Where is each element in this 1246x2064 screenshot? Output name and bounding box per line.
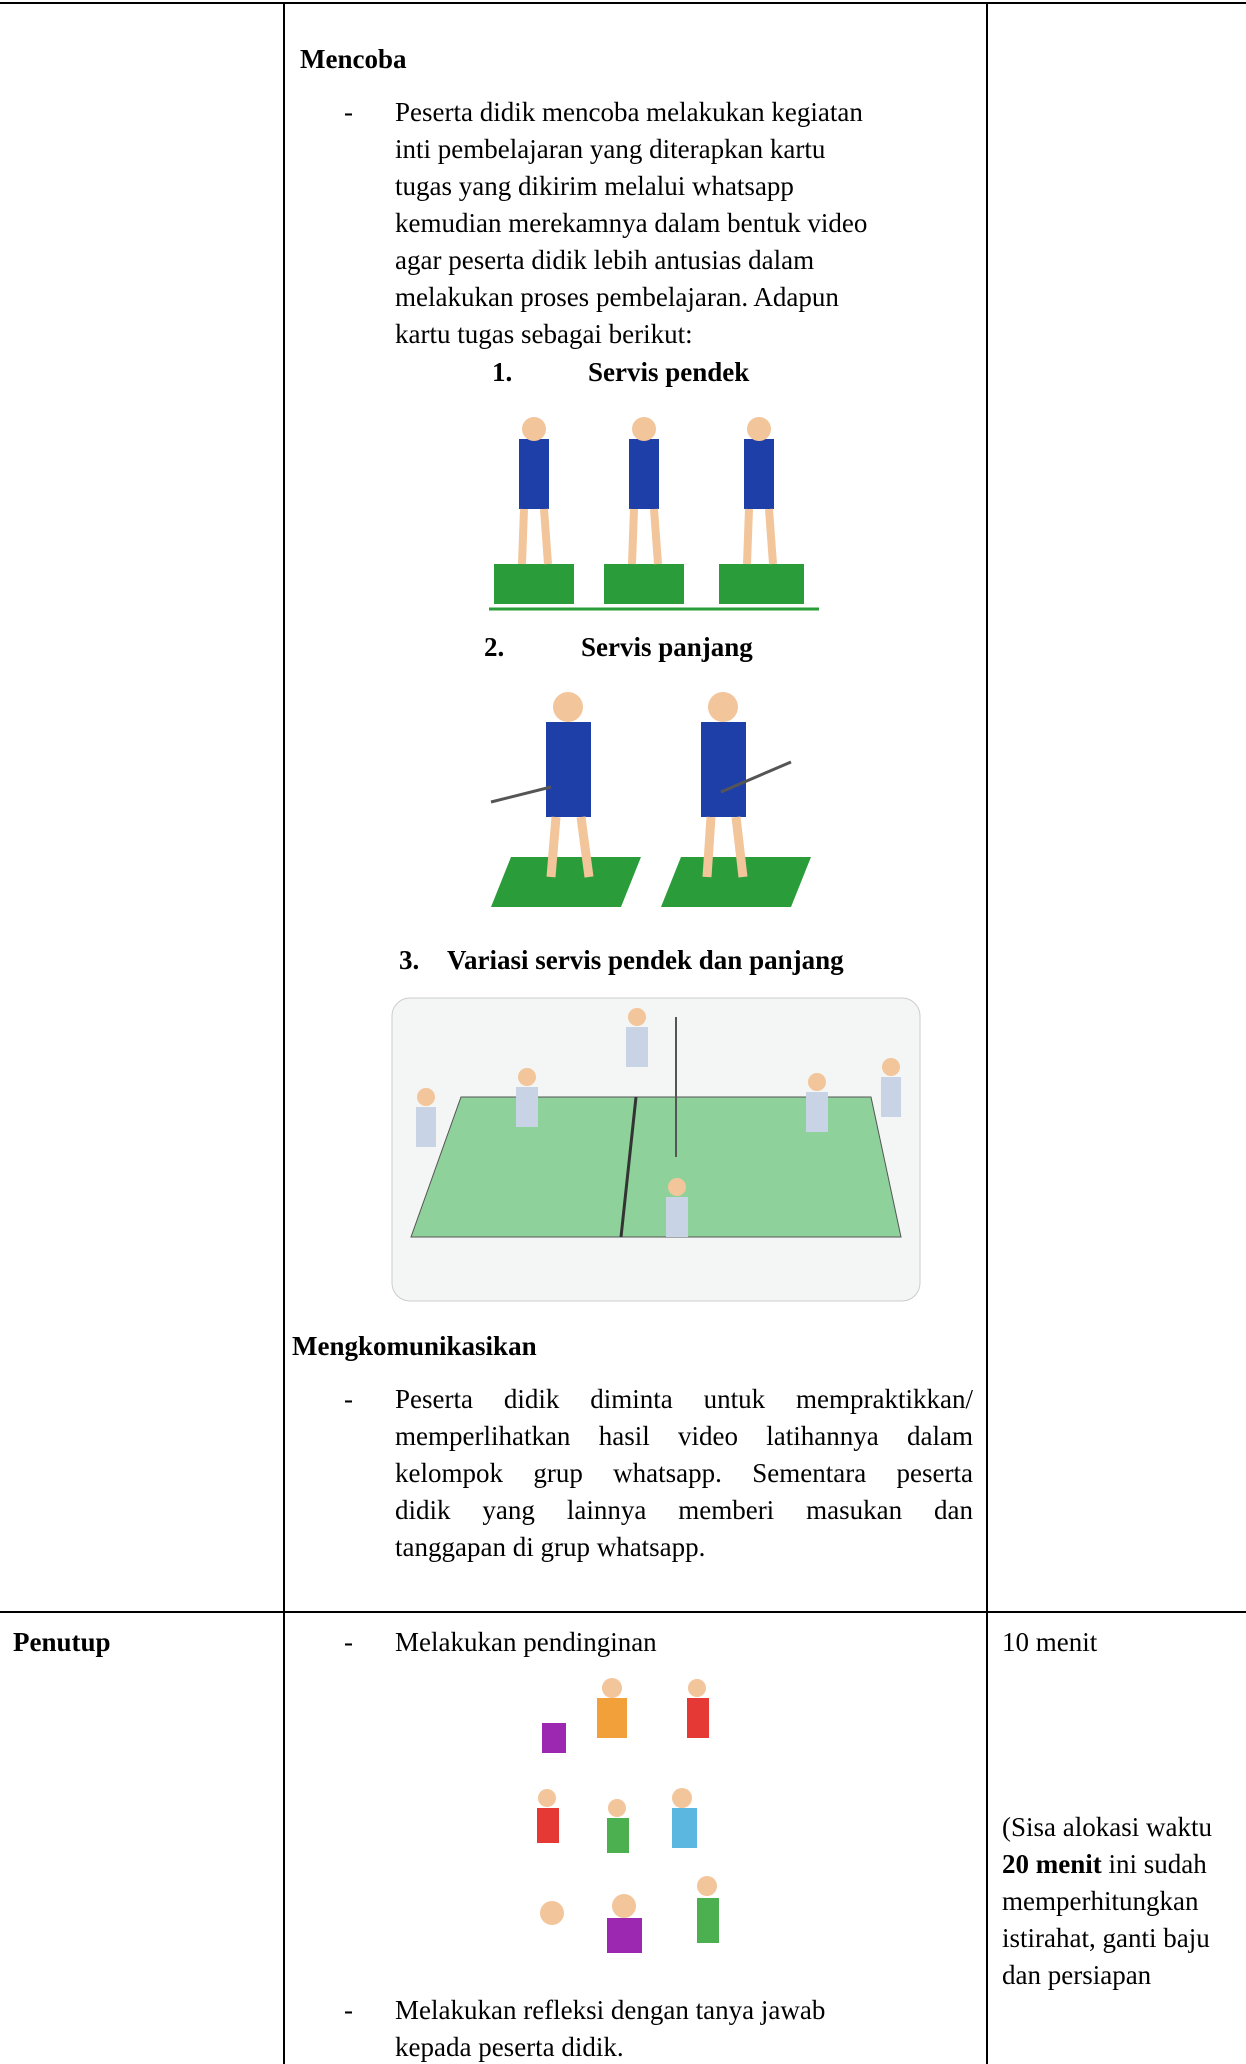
text-line: Melakukan refleksi dengan tanya jawab [395, 1995, 826, 2025]
paragraph: Melakukan pendinginan [395, 1624, 657, 1661]
paragraph: Peserta didik mencoba melakukan kegiatan… [395, 94, 867, 353]
column-border [283, 3, 285, 2064]
paragraph: Melakukan refleksi dengan tanya jawab kep… [395, 1992, 825, 2064]
heading: Mengkomunikasikan [292, 1331, 537, 1361]
column-border [986, 3, 988, 2064]
table-border [0, 2, 1246, 4]
note: (Sisa alokasi waktu 20 menit ini sudah m… [1002, 1809, 1242, 1994]
illustration [391, 997, 921, 1302]
text-line: tugas yang dikirim melalui whatsapp [395, 171, 794, 201]
text-line: Peserta didik mencoba melakukan kegiatan [395, 97, 863, 127]
bullet: - [344, 1995, 353, 2025]
text-line: kelompok grup whatsapp. Sementara pesert… [395, 1458, 973, 1488]
illustration [537, 1678, 719, 1953]
text-line: agar peserta didik lebih antusias dalam [395, 245, 815, 275]
bullet: - [344, 97, 353, 127]
row-border [0, 1611, 1246, 1613]
text-line: tanggapan di grup whatsapp. [395, 1532, 706, 1562]
text-line: kartu tugas sebagai berikut: [395, 319, 693, 349]
text-line: melakukan proses pembelajaran. Adapun [395, 282, 839, 312]
text-line: inti pembelajaran yang diterapkan kartu [395, 134, 826, 164]
text-line: didik yang lainnya memberi masukan dan [395, 1495, 973, 1525]
task-number: 2. [484, 632, 505, 662]
illustration [489, 417, 819, 611]
heading: Mencoba [300, 44, 407, 74]
task-number: 1. [492, 357, 513, 387]
illustration [490, 692, 811, 907]
bullet: - [344, 1627, 353, 1657]
text-line: Melakukan pendinginan [395, 1627, 657, 1657]
task-title: Servis panjang [581, 632, 753, 662]
note-duration: 20 menit [1002, 1849, 1102, 1879]
text-line: Peserta didik diminta untuk mempraktikka… [395, 1384, 973, 1414]
bullet: - [344, 1384, 353, 1414]
text-line: kemudian merekamnya dalam bentuk video [395, 208, 868, 238]
task-title: Variasi servis pendek dan panjang [447, 945, 844, 975]
note-text: ini sudah memperhitungkan istirahat, gan… [1002, 1849, 1210, 1990]
time: 10 menit [1002, 1627, 1098, 1657]
stage: Penutup [13, 1627, 111, 1657]
task-title: Servis pendek [588, 357, 750, 387]
note-text: (Sisa alokasi waktu [1002, 1812, 1212, 1842]
task-number: 3. [399, 945, 420, 975]
text-line: kepada peserta didik. [395, 2032, 624, 2062]
paragraph: Peserta didik diminta untuk mempraktikka… [395, 1381, 973, 1566]
text-line: memperlihatkan hasil video latihannya da… [395, 1421, 973, 1451]
